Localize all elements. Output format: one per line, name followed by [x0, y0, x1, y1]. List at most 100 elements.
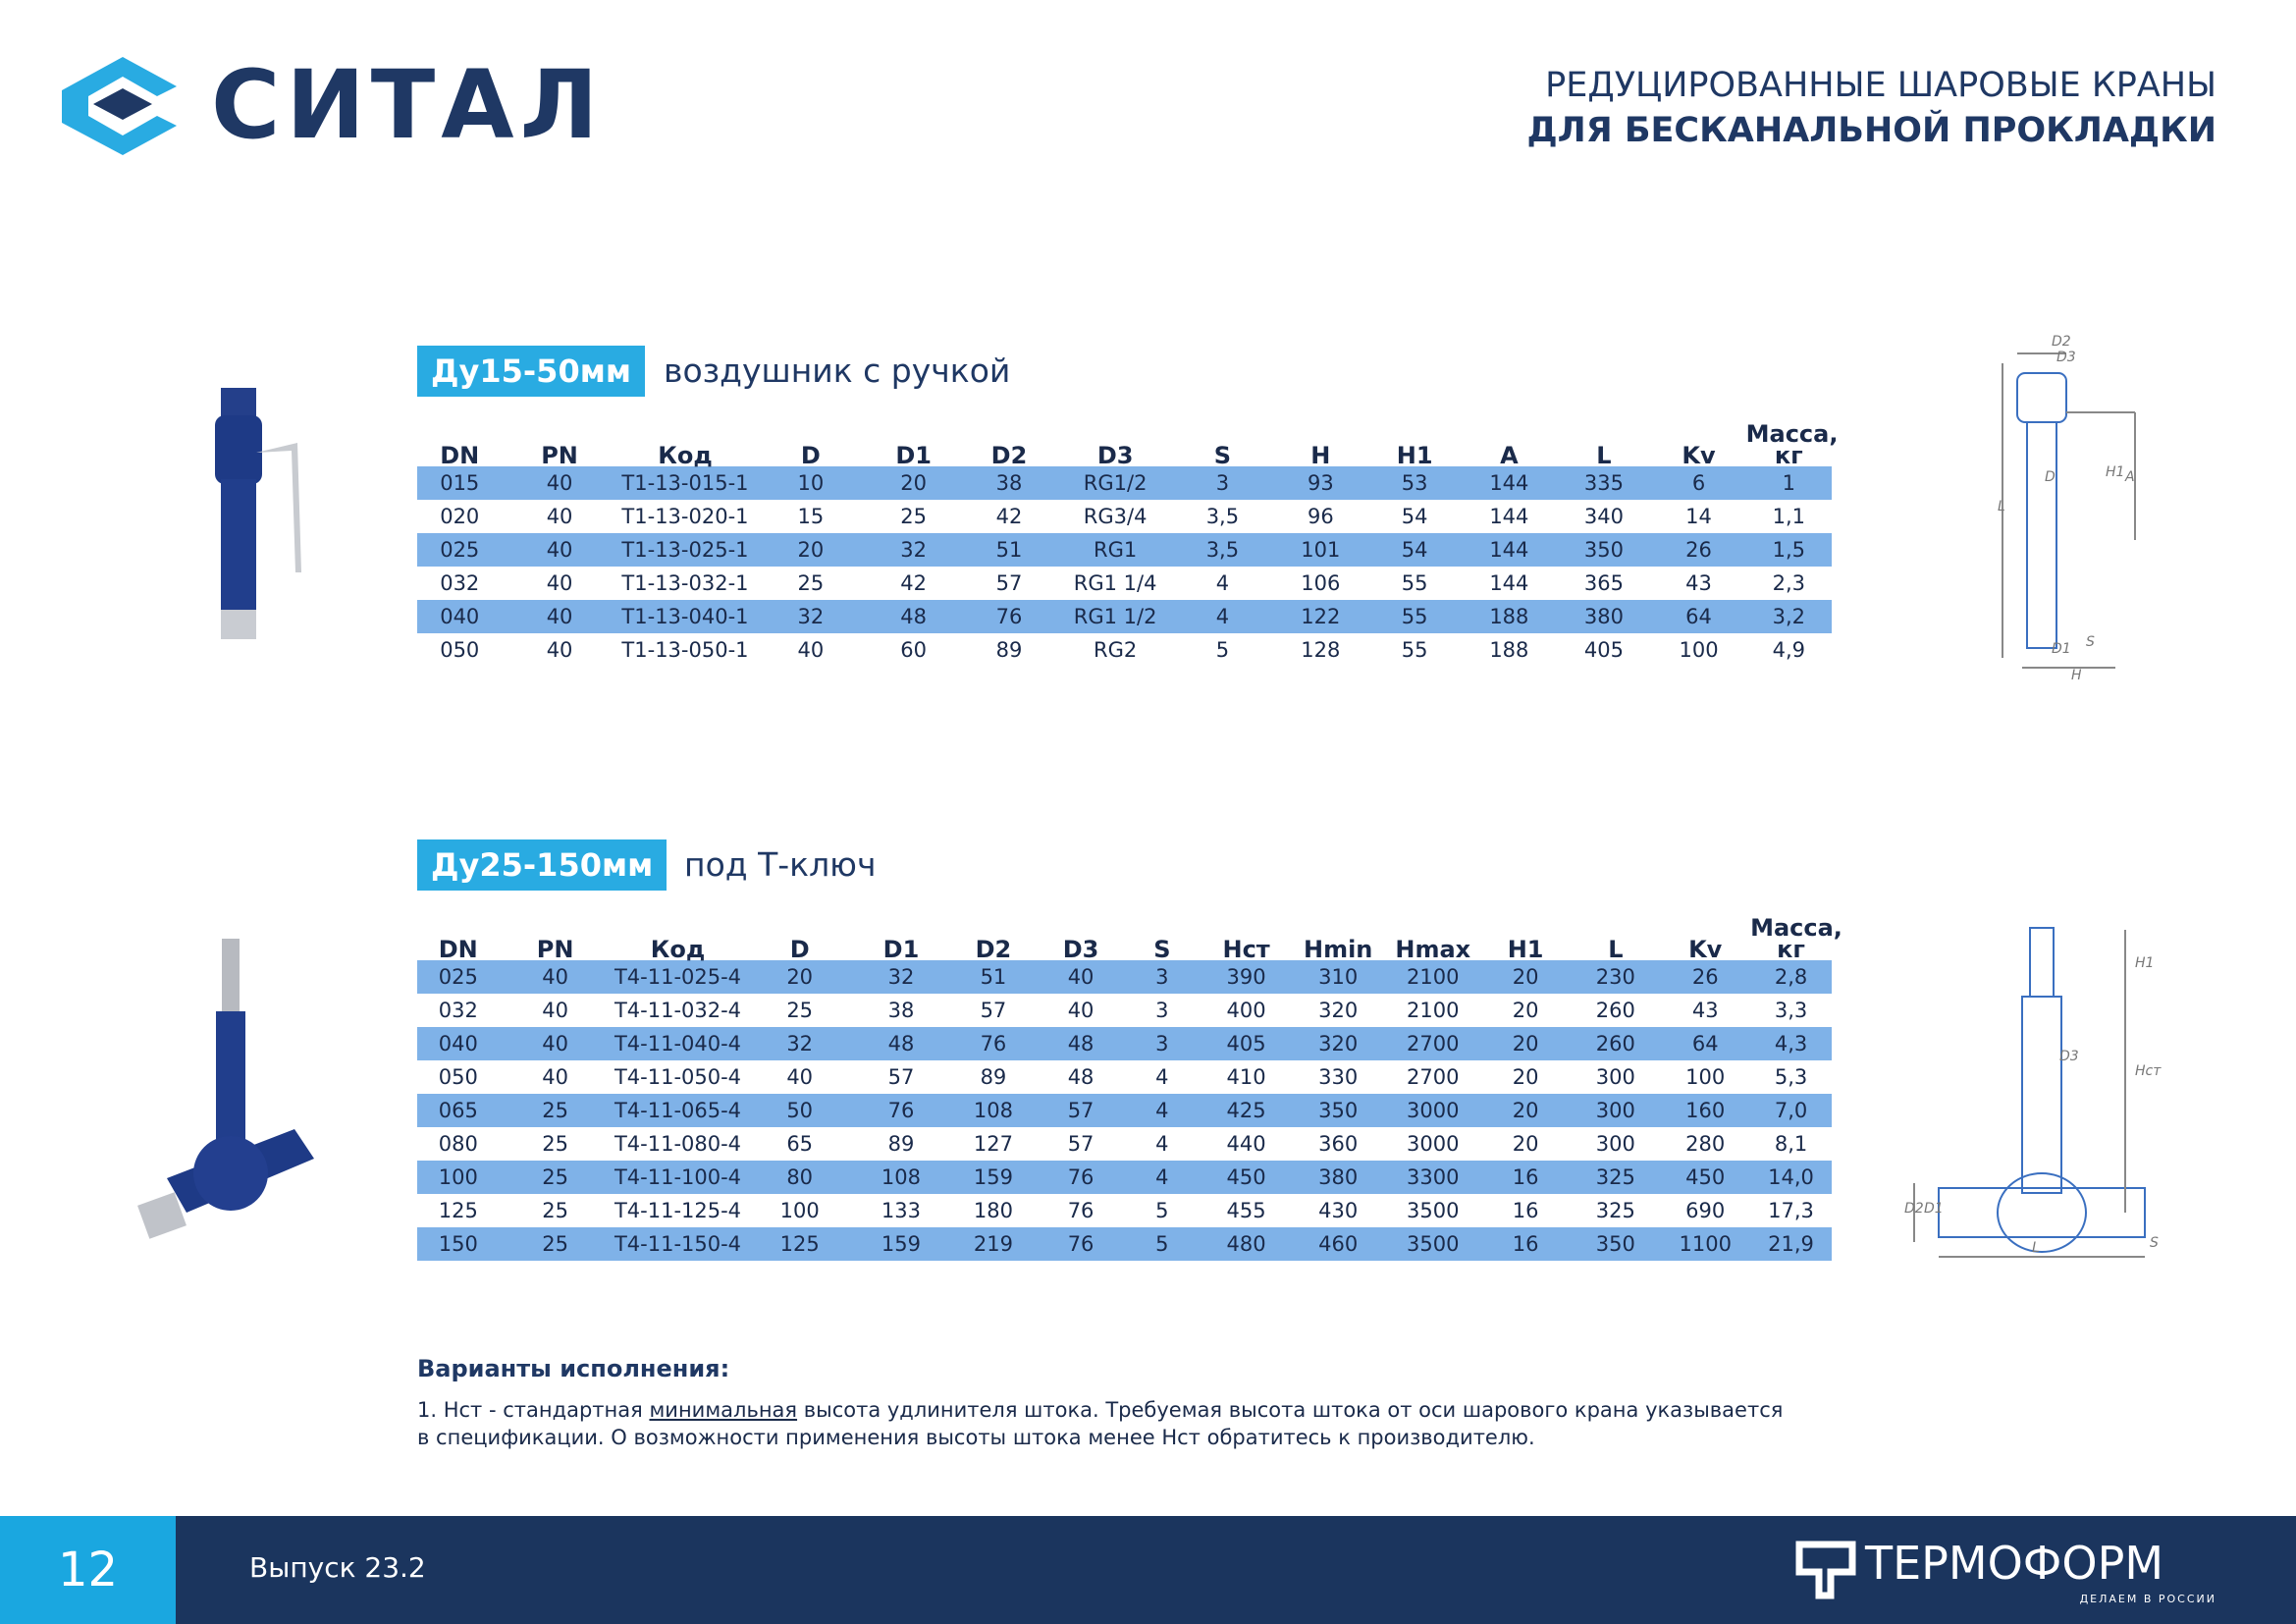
- drawing-label: S: [2150, 1235, 2159, 1251]
- drawing-label: H1: [2135, 955, 2154, 971]
- cell: 5: [1155, 1199, 1169, 1222]
- column-header: Код: [658, 442, 713, 469]
- cell: 335: [1556, 466, 1652, 500]
- cell: 26: [1651, 533, 1746, 567]
- cell: 26: [1660, 960, 1751, 994]
- cell: 40: [502, 600, 617, 633]
- table-row: 020 40 Т1-13-020-1 15 25 42 RG3/4 3,5 96 54 144 340…: [417, 500, 1832, 533]
- cell: 050: [440, 638, 480, 662]
- cell: 51: [946, 960, 1040, 994]
- cell: 133: [881, 1199, 922, 1222]
- column-header: D1: [882, 936, 920, 963]
- column-header: A: [1500, 442, 1519, 469]
- cell: 2700: [1385, 1027, 1480, 1060]
- cell: 040: [417, 1027, 500, 1060]
- cell: 43: [1685, 571, 1712, 595]
- cell: 2100: [1407, 999, 1460, 1022]
- cell: 32: [744, 1027, 855, 1060]
- slogan: ДЕЛАЕМ В РОССИИ: [2079, 1593, 2216, 1605]
- cell: 108: [854, 1161, 947, 1194]
- cell: 20: [1479, 960, 1572, 994]
- cell: 360: [1318, 1132, 1359, 1156]
- header-row: DN PN Код D D1 D2 D3 S H H1 A L Kv Масса, кг: [417, 417, 1838, 469]
- drawing: H1 D3 Нст D2 D1 L S: [1904, 927, 2162, 1258]
- cell: 3000: [1407, 1132, 1460, 1156]
- cell: 40: [546, 638, 573, 662]
- cell: 3: [1122, 960, 1202, 994]
- cell: 89: [980, 1065, 1007, 1089]
- header-row: DN PN Код D D1 D2 D3 S Нст Hmin Hmax H1 L Kv Масса, кг: [417, 911, 1842, 963]
- drawing-label: D2: [2052, 334, 2071, 350]
- cell: 25: [797, 571, 825, 595]
- cell: 32: [753, 600, 869, 633]
- cell: 5: [1215, 638, 1230, 662]
- cell: 1: [1745, 466, 1832, 500]
- cell: 144: [1489, 505, 1529, 528]
- cell: Т1-13-050-1: [621, 638, 749, 662]
- cell: Т1-13-020-1: [621, 505, 749, 528]
- cell: 25: [542, 1132, 568, 1156]
- cell: 15: [797, 505, 825, 528]
- cell: 20: [753, 533, 869, 567]
- cell: 106: [1301, 571, 1341, 595]
- drawing-label: D: [2045, 469, 2056, 485]
- cell: 144: [1489, 571, 1529, 595]
- cell: RG1 1/4: [1073, 571, 1157, 595]
- drawing-label: A: [2124, 469, 2135, 485]
- cell: 125: [744, 1227, 855, 1261]
- cell: 42: [900, 571, 928, 595]
- cell: 430: [1318, 1199, 1359, 1222]
- cell: 1,5: [1745, 533, 1832, 567]
- cell: 219: [946, 1227, 1040, 1261]
- cell: 180: [973, 1199, 1013, 1222]
- cell: 40: [1067, 999, 1095, 1022]
- cell: 3500: [1407, 1199, 1460, 1222]
- cell: RG1: [1059, 533, 1172, 567]
- table-row: 025 40 Т1-13-025-1 20 32 51 RG1 3,5 101 54 144 350 2…: [417, 533, 1832, 567]
- product-image: [137, 939, 314, 1239]
- cell: 300: [1595, 1065, 1635, 1089]
- subtitle: воздушник с ручкой: [664, 352, 1011, 390]
- cell: 21,9: [1750, 1227, 1832, 1261]
- brand-icon: [1795, 1541, 1856, 1599]
- cell: 020: [440, 505, 480, 528]
- notes-part: высота удлинителя штока. Требуемая высот…: [417, 1398, 1784, 1449]
- issue: Выпуск 23.2: [249, 1551, 426, 1584]
- cell: 20: [1512, 1132, 1539, 1156]
- cell: Т4-11-100-4: [611, 1161, 745, 1194]
- cell: 76: [958, 600, 1060, 633]
- cell: 3: [1122, 1027, 1202, 1060]
- column-header: D2: [990, 442, 1028, 469]
- cell: 690: [1685, 1199, 1726, 1222]
- cell: 55: [1367, 600, 1463, 633]
- cell: 54: [1401, 505, 1428, 528]
- cell: 57: [1039, 1094, 1123, 1127]
- cell: 101: [1273, 533, 1368, 567]
- table-row: 050 40 Т1-13-050-1 40 60 89 RG2 5 128 55 188 405 100…: [417, 633, 1832, 667]
- cell: 040: [417, 600, 503, 633]
- table-row: 025 40 Т4-11-025-4 20 32 51 40 3 390 310 2100 20 230…: [417, 960, 1832, 994]
- cell: 48: [1067, 1065, 1095, 1089]
- cell: 5: [1122, 1227, 1202, 1261]
- cell: 4: [1122, 1094, 1202, 1127]
- cell: 350: [1571, 1227, 1661, 1261]
- cell: 7,0: [1750, 1094, 1832, 1127]
- cell: 065: [417, 1094, 500, 1127]
- table-row: 040 40 Т4-11-040-4 32 48 76 48 3 405 320 2700 20 260…: [417, 1027, 1832, 1060]
- cell: 108: [946, 1094, 1040, 1127]
- cell: 57: [995, 571, 1023, 595]
- cell: 20: [1512, 1065, 1539, 1089]
- cell: 4,3: [1750, 1027, 1832, 1060]
- column-header: H1: [1396, 442, 1433, 469]
- cell: 325: [1595, 1199, 1635, 1222]
- cell: 025: [417, 960, 500, 994]
- cell: 260: [1571, 1027, 1661, 1060]
- spec-table: DN PN Код D D1 D2 D3 S H H1 A L Kv Масса, кг 015 40 Т1-1…: [417, 417, 1838, 667]
- cell: 42: [995, 505, 1023, 528]
- drawing-label: D1: [2052, 641, 2071, 657]
- column-header: D1: [895, 442, 932, 469]
- cell: 3,3: [1774, 999, 1808, 1022]
- cell: 40: [499, 1027, 612, 1060]
- cell: 32: [868, 533, 959, 567]
- cell: 40: [797, 638, 825, 662]
